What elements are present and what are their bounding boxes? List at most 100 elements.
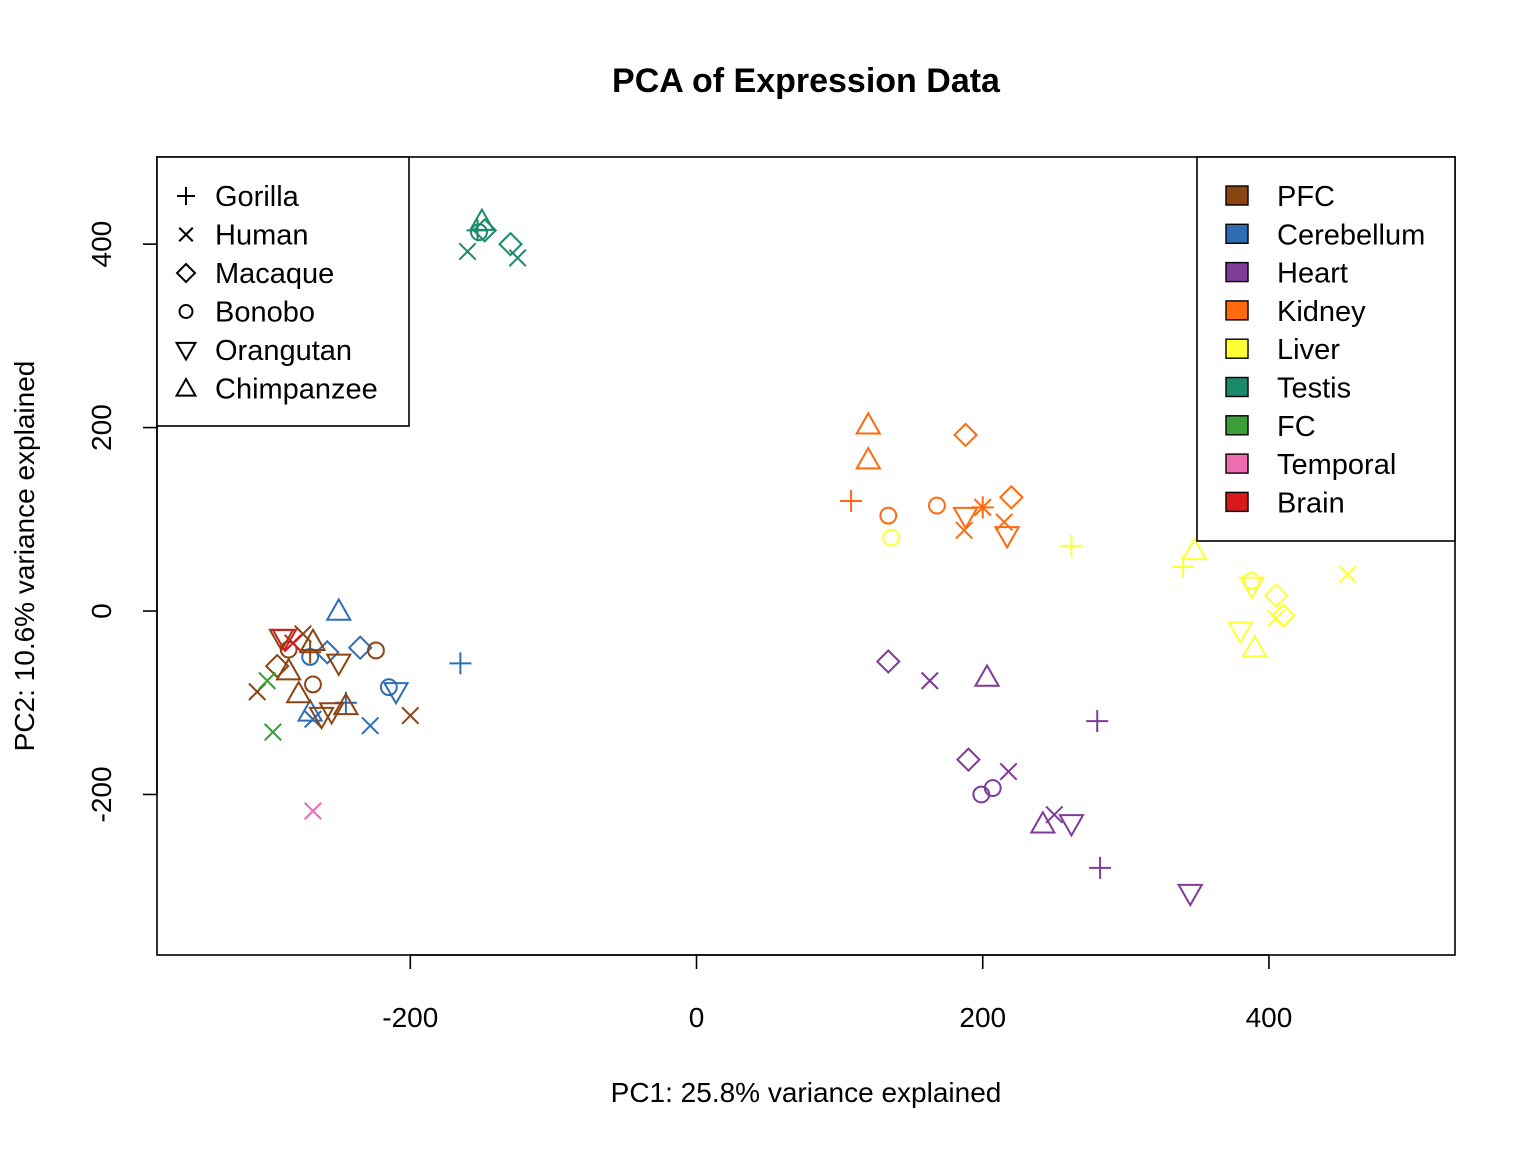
legend-label-fc: FC xyxy=(1277,411,1316,443)
data-point-macaque-liver xyxy=(1263,583,1289,608)
y-tick-label: 0 xyxy=(86,603,117,619)
legend-label-brain: Brain xyxy=(1277,487,1345,519)
data-point-chimpanzee-cerebellum xyxy=(296,698,324,722)
y-tick-label: 400 xyxy=(86,221,117,268)
data-point-human-cerebellum xyxy=(361,716,380,735)
legend-species-box xyxy=(156,156,410,427)
y-axis-label: PC2: 10.6% variance explained xyxy=(9,361,40,752)
legend-label-testis: Testis xyxy=(1277,373,1351,405)
legend-symbol-human xyxy=(178,227,194,242)
data-point-chimpanzee-pfc xyxy=(299,627,327,651)
data-point-macaque-testis xyxy=(498,231,523,257)
legend-swatch-pfc xyxy=(1225,185,1249,206)
data-point-orangutan-kidney xyxy=(952,506,979,531)
data-point-macaque-testis xyxy=(472,217,498,243)
data-point-macaque-cerebellum xyxy=(314,639,340,665)
data-point-human-cerebellum xyxy=(304,710,322,729)
legend-label-orangutan: Orangutan xyxy=(215,335,352,367)
data-point-gorilla-heart xyxy=(1086,710,1109,733)
y-axis: -200 0 200 400 xyxy=(86,221,158,823)
data-point-gorilla-liver xyxy=(1172,556,1195,579)
data-point-chimpanzee-cerebellum xyxy=(325,597,353,621)
data-point-human-heart xyxy=(920,671,939,690)
legend-label-human: Human xyxy=(215,220,309,252)
data-point-orangutan-cerebellum xyxy=(382,682,410,706)
x-tick-label: 0 xyxy=(689,1002,705,1033)
data-point-human-fc xyxy=(258,671,277,690)
data-point-human-temporal xyxy=(304,802,322,820)
data-point-macaque-heart xyxy=(875,649,901,674)
legend-symbol-chimpanzee xyxy=(174,377,198,397)
data-point-human-heart xyxy=(999,762,1018,781)
legend-label-pfc: PFC xyxy=(1277,181,1335,213)
data-points xyxy=(248,207,1357,908)
legend-swatch-cerebellum xyxy=(1225,223,1249,245)
legend-swatch-testis xyxy=(1225,376,1249,398)
data-point-macaque-heart xyxy=(956,747,981,773)
legend-label-cerebellum: Cerebellum xyxy=(1277,219,1425,251)
legend-label-kidney: Kidney xyxy=(1277,296,1366,328)
data-point-orangutan-liver xyxy=(1238,576,1266,600)
data-point-orangutan-liver xyxy=(1227,621,1254,645)
data-point-chimpanzee-kidney xyxy=(854,411,882,435)
data-point-human-testis xyxy=(508,248,527,267)
legend-swatch-kidney xyxy=(1225,300,1249,321)
data-point-human-testis xyxy=(458,242,477,261)
data-point-chimpanzee-liver xyxy=(1181,536,1208,561)
x-tick-label: 400 xyxy=(1246,1002,1293,1033)
legend-symbol-bonobo xyxy=(178,304,194,319)
data-point-macaque-kidney xyxy=(998,484,1024,510)
data-point-orangutan-pfc xyxy=(318,702,345,726)
data-point-orangutan-pfc xyxy=(308,706,335,731)
data-point-orangutan-heart xyxy=(1176,883,1204,908)
data-point-gorilla-heart xyxy=(1089,856,1112,879)
legend-swatch-temporal xyxy=(1225,453,1249,474)
data-point-chimpanzee-heart xyxy=(973,663,1001,687)
data-point-gorilla-pfc xyxy=(299,641,322,664)
data-point-human-kidney xyxy=(955,521,974,540)
data-point-bonobo-pfc xyxy=(304,675,322,694)
x-axis: -200 0 200 400 xyxy=(382,954,1293,1033)
legend-tissue: PFC Cerebellum Heart Kidney Liver Testis FC Tem… xyxy=(1196,156,1456,542)
legend-swatch-fc xyxy=(1225,415,1249,436)
data-point-bonobo-kidney xyxy=(928,496,946,515)
data-point-orangutan-kidney xyxy=(993,526,1021,550)
data-point-bonobo-pfc xyxy=(367,641,385,660)
data-point-bonobo-cerebellum xyxy=(379,678,398,697)
data-point-gorilla-testis xyxy=(466,219,489,242)
data-point-human-liver xyxy=(1267,609,1286,628)
data-point-chimpanzee-pfc xyxy=(275,657,302,681)
data-point-human-kidney xyxy=(973,498,992,517)
legend-label-chimpanzee: Chimpanzee xyxy=(215,374,378,406)
data-point-gorilla-kidney xyxy=(840,489,863,512)
data-point-chimpanzee-pfc xyxy=(285,680,312,704)
x-tick-label: 200 xyxy=(959,1002,1006,1033)
data-point-gorilla-cerebellum xyxy=(449,652,472,675)
data-point-bonobo-kidney xyxy=(879,506,898,525)
legend-label-temporal: Temporal xyxy=(1277,449,1396,481)
data-point-orangutan-heart xyxy=(1058,814,1085,838)
data-point-orangutan-pfc xyxy=(325,653,353,677)
data-point-human-pfc xyxy=(401,706,420,725)
data-point-chimpanzee-kidney xyxy=(854,446,882,470)
x-tick-label: -200 xyxy=(382,1002,438,1033)
legend-swatch-heart xyxy=(1225,261,1249,283)
legend-symbol-orangutan xyxy=(174,341,198,362)
y-tick-label: -200 xyxy=(86,766,117,822)
y-tick-label: 200 xyxy=(86,404,117,451)
data-point-macaque-kidney xyxy=(953,422,978,448)
data-point-human-liver xyxy=(1338,565,1357,584)
legend-symbol-gorilla xyxy=(177,187,195,205)
legend-label-bonobo: Bonobo xyxy=(215,297,315,329)
chart-title: PCA of Expression Data xyxy=(612,62,1001,100)
data-point-human-brain xyxy=(283,634,302,653)
data-point-bonobo-heart xyxy=(972,785,991,804)
data-point-bonobo-liver xyxy=(1242,571,1261,590)
legend-label-macaque: Macaque xyxy=(215,258,334,290)
data-point-gorilla-liver xyxy=(1060,534,1083,557)
data-point-macaque-cerebellum xyxy=(347,635,373,661)
legend-label-liver: Liver xyxy=(1277,334,1340,366)
legend-label-gorilla: Gorilla xyxy=(215,181,300,213)
legend-symbol-macaque xyxy=(175,262,197,284)
